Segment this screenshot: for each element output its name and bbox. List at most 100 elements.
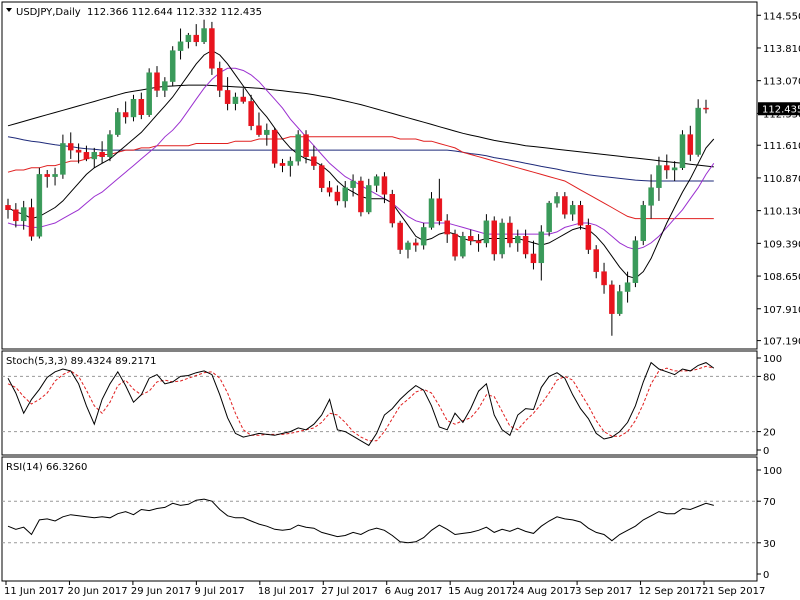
candle [240,88,247,104]
candle-body [420,227,427,246]
candle [75,143,82,164]
stoch-tick-label: 80 [763,372,776,383]
candle [67,132,74,159]
candle [162,77,168,98]
candle [601,262,607,294]
candle-body [36,174,43,237]
ma-red-line [7,136,714,220]
candle-body [405,242,411,250]
candle-body [499,222,505,255]
candle-body [99,152,105,157]
current-price-label: 112.435 [762,104,800,115]
candle-body [138,98,145,115]
rsi-label: RSI(14) 66.3260 [6,462,87,473]
candle [507,216,513,248]
candle [232,92,239,111]
candle-body [475,240,482,244]
candle [444,214,450,243]
candle-body [530,253,537,264]
candle [5,198,11,219]
candle [154,66,160,98]
candle-body [287,160,294,166]
candle [13,203,19,228]
candle [389,189,396,228]
candle [115,108,121,137]
candle [217,61,223,98]
candle-body [397,222,403,250]
candle-body [366,185,372,213]
time-tick-label: 29 Jun 2017 [131,586,191,597]
candle [52,167,58,186]
candle-body [311,156,317,166]
candle [640,200,647,246]
candle-body [569,205,576,215]
candle-body [279,163,286,166]
price-tick-label: 110.130 [763,207,800,218]
rsi-tick-label: 70 [763,497,776,508]
candle [420,223,427,250]
candle-body [664,165,670,171]
candle [664,154,670,179]
candle [609,280,615,336]
candle-body [146,72,152,115]
candle [656,156,662,201]
candle [138,92,145,120]
candle-body [703,107,709,110]
candle-body [640,205,647,241]
rsi-panel-frame [1,456,758,582]
candle [460,231,466,259]
candle-body [483,220,490,244]
candle-body [624,282,631,292]
candle-body [115,112,121,135]
time-axis: 11 Jun 2017 20 Jun 2017 29 Jun 2017 9 Jul 2… [4,581,765,597]
candle [648,174,654,219]
candle-body [436,198,443,222]
candle-body [154,72,160,91]
rsi-tick-label: 100 [763,466,782,477]
candle-body [224,90,231,104]
time-tick-label: 27 Jul 2017 [321,586,378,597]
main-panel-frame [1,1,758,350]
candle [99,141,105,164]
candle-body [467,236,474,241]
candle-body [648,187,654,206]
candle [342,181,348,208]
candle-body [75,149,82,153]
candle [397,220,403,254]
candle [428,192,435,230]
candle-body [507,222,513,244]
candle [499,218,505,259]
candle [467,229,474,246]
candle [381,172,388,204]
stoch-tick-label: 100 [763,354,782,365]
price-tick-label: 108.650 [763,272,800,283]
candle-body [122,112,129,118]
candle [326,181,333,197]
symbol-label: USDJPY,Daily [16,7,81,18]
candle-body [358,180,364,213]
candle [20,200,27,230]
candle [334,185,341,206]
candle-body [44,174,50,177]
time-tick-label: 24 Aug 2017 [512,586,576,597]
candle-body [326,187,333,193]
candle [593,245,599,279]
candle-body [169,50,176,82]
candle-body [593,249,599,272]
time-tick-label: 11 Jun 2017 [4,586,64,597]
candle-body [271,129,278,164]
candle [91,147,98,168]
menu-triangle-icon[interactable] [6,8,12,12]
candle-body [491,220,497,255]
candle-body [20,207,27,222]
candle [169,46,176,86]
candle [224,77,231,111]
time-tick-label: 18 Jul 2017 [258,586,315,597]
candle-body [413,242,419,246]
ohlc-label: 112.366 112.644 112.332 112.435 [87,7,262,18]
candle [185,32,192,49]
candle-body [389,194,396,224]
candle-body [601,271,607,286]
candle [28,198,35,241]
candle [193,24,199,47]
